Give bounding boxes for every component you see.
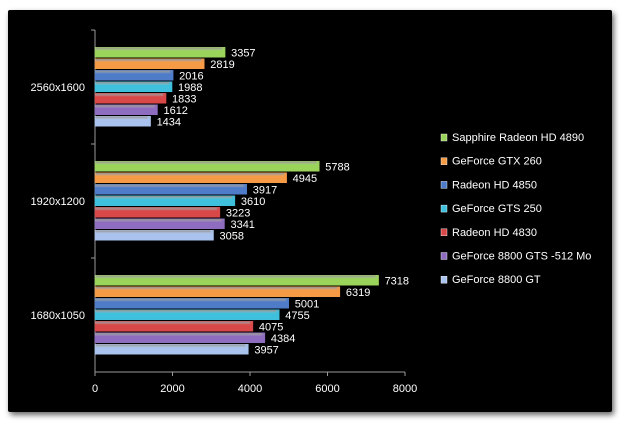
value-label: 3357 xyxy=(231,47,255,59)
value-label: 3058 xyxy=(219,230,243,242)
legend-swatch xyxy=(440,133,448,142)
bar-end-cap xyxy=(261,332,265,343)
bar-end-cap xyxy=(147,116,151,127)
legend-swatch xyxy=(440,228,448,237)
legend-label: GeForce 8800 GT xyxy=(452,274,541,286)
bar-end-cap xyxy=(216,207,220,218)
bar xyxy=(94,58,205,69)
bar-end-cap xyxy=(222,47,226,58)
bar-end-cap xyxy=(170,70,174,81)
value-label: 7318 xyxy=(385,275,409,287)
value-label: 4075 xyxy=(259,321,283,333)
value-label: 5788 xyxy=(325,161,349,173)
value-label: 4384 xyxy=(271,333,295,345)
x-tick-label: 8000 xyxy=(393,383,417,395)
bar xyxy=(94,298,290,309)
legend-label: Sapphire Radeon HD 4890 xyxy=(452,132,584,144)
bar xyxy=(94,70,174,81)
legend-swatch xyxy=(440,157,448,165)
value-label: 1434 xyxy=(157,116,181,128)
category-label: 1680x1050 xyxy=(31,310,85,322)
bar xyxy=(94,321,254,332)
value-label: 3223 xyxy=(226,207,250,219)
bar xyxy=(94,184,248,195)
bar-end-cap xyxy=(249,321,253,332)
bar-end-cap xyxy=(210,230,214,241)
bar xyxy=(94,195,236,206)
legend-swatch xyxy=(440,204,448,213)
value-label: 3610 xyxy=(241,196,265,208)
bar xyxy=(94,230,214,241)
category-label: 2560x1600 xyxy=(31,82,85,94)
value-label: 1833 xyxy=(172,93,196,105)
bar-end-cap xyxy=(243,184,247,195)
value-label: 3341 xyxy=(230,219,254,231)
bar xyxy=(94,81,173,92)
bar-end-cap xyxy=(316,161,320,172)
legend-swatch xyxy=(440,181,448,189)
bar xyxy=(94,207,221,218)
legend-label: Radeon HD 4850 xyxy=(452,179,537,191)
value-label: 3957 xyxy=(254,344,278,356)
legend-swatch xyxy=(440,276,448,284)
bar-end-cap xyxy=(336,286,340,297)
bar xyxy=(94,116,151,127)
bar xyxy=(94,161,320,172)
value-label: 6319 xyxy=(346,287,370,299)
x-tick-label: 6000 xyxy=(315,383,339,395)
value-label: 4755 xyxy=(285,310,309,322)
legend-swatch xyxy=(440,252,448,260)
x-tick-label: 0 xyxy=(92,383,98,395)
bar-end-cap xyxy=(276,309,280,320)
x-tick-label: 2000 xyxy=(160,383,184,395)
bar-end-cap xyxy=(245,344,249,355)
legend-label: Radeon HD 4830 xyxy=(452,227,537,239)
x-tick-label: 4000 xyxy=(238,383,262,395)
legend-label: GeForce 8800 GTS -512 Mo xyxy=(452,251,591,263)
bar-end-cap xyxy=(154,104,158,115)
bar xyxy=(94,275,379,286)
bar xyxy=(94,104,158,115)
bar xyxy=(94,172,287,183)
bar xyxy=(94,93,167,104)
bar-end-cap xyxy=(201,58,205,69)
category-label: 1920x1200 xyxy=(31,196,85,208)
bar-end-cap xyxy=(169,81,173,92)
value-label: 2016 xyxy=(179,70,203,82)
legend-label: GeForce GTX 260 xyxy=(452,156,542,168)
bar-end-cap xyxy=(375,275,379,286)
bar xyxy=(94,286,341,297)
bar xyxy=(94,344,249,355)
bar-end-cap xyxy=(285,298,289,309)
value-label: 1612 xyxy=(163,105,187,117)
legend-label: GeForce GTS 250 xyxy=(452,203,542,215)
value-label: 4945 xyxy=(293,173,317,185)
value-label: 2819 xyxy=(210,59,234,71)
value-label: 3917 xyxy=(253,184,277,196)
bar-end-cap xyxy=(231,195,235,206)
bar-end-cap xyxy=(283,172,287,183)
bar-end-cap xyxy=(221,218,225,229)
bar-end-cap xyxy=(163,93,167,104)
bar xyxy=(94,218,225,229)
bar xyxy=(94,47,226,58)
bar xyxy=(94,309,280,320)
bar xyxy=(94,332,266,343)
value-label: 1988 xyxy=(178,82,202,94)
value-label: 5001 xyxy=(295,298,319,310)
